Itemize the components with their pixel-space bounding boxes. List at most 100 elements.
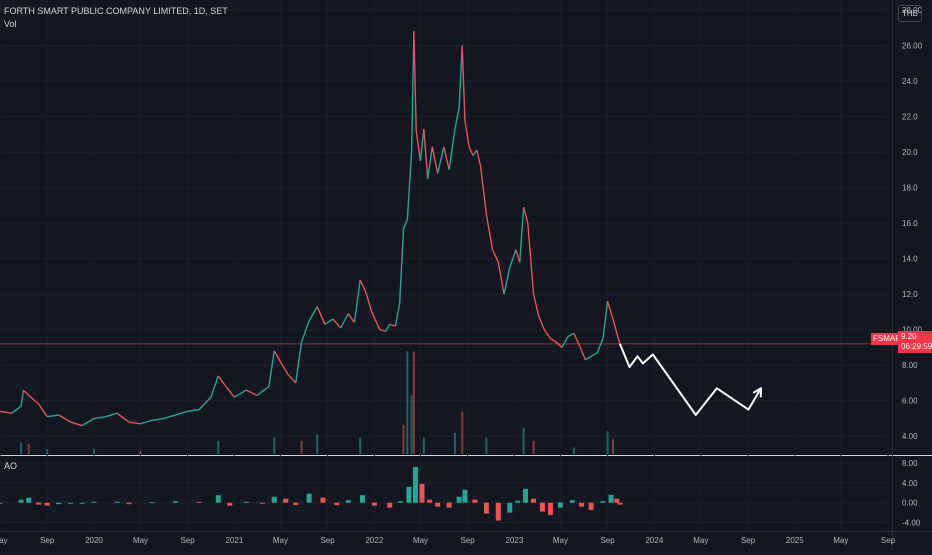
- price-segment: [11, 405, 22, 414]
- time-tick-label: Sep: [320, 536, 335, 545]
- ao-bar: [547, 502, 553, 516]
- price-tick-label: 26.00: [902, 42, 923, 51]
- volume-bar: [453, 432, 456, 454]
- ao-tick-label: -4.00: [902, 519, 921, 528]
- ao-bar: [56, 502, 62, 505]
- projection-layer: [618, 343, 763, 416]
- ao-bar: [271, 496, 277, 503]
- price-segment: [210, 375, 219, 398]
- volume-bar: [273, 437, 276, 454]
- price-tick-label: 22.0: [902, 113, 918, 122]
- volume-bar: [46, 449, 49, 454]
- price-segment: [509, 249, 517, 268]
- price-segment: [365, 292, 373, 313]
- price-segment: [406, 152, 413, 220]
- ao-bar: [495, 502, 501, 521]
- ao-bar: [427, 499, 433, 503]
- time-tick-label: 2020: [85, 536, 103, 545]
- ao-bar: [126, 502, 132, 505]
- time-tick-label: May: [273, 536, 288, 545]
- price-segment: [0, 410, 12, 414]
- ao-bar: [588, 502, 594, 511]
- currency-button[interactable]: THB: [898, 5, 922, 22]
- price-segment: [234, 389, 247, 398]
- time-tick-label: 2024: [645, 536, 663, 545]
- ao-bar: [227, 502, 233, 506]
- price-tick-label: 28.00: [902, 6, 923, 15]
- volume-bar: [300, 440, 303, 454]
- price-segment: [47, 414, 59, 418]
- price-segment: [419, 128, 425, 162]
- price-segment: [245, 389, 258, 397]
- volume-bar: [606, 431, 609, 454]
- price-tick-label: 10.00: [902, 326, 923, 335]
- time-tick-label: May: [553, 536, 568, 545]
- ao-bar: [515, 500, 521, 503]
- volume-label: Vol: [4, 19, 17, 29]
- price-segment: [20, 389, 25, 407]
- ao-bar: [397, 501, 403, 503]
- ao-bar: [0, 502, 3, 504]
- price-segment: [93, 416, 106, 420]
- volume-bar: [406, 351, 409, 454]
- price-segment: [479, 166, 488, 215]
- ao-bar: [406, 486, 412, 503]
- volume-bar: [20, 442, 23, 454]
- price-segment: [522, 206, 529, 224]
- price-segment: [578, 345, 587, 361]
- bar-countdown: 06:29:59: [901, 342, 932, 351]
- price-segment: [543, 329, 552, 339]
- time-tick-label: Sep: [881, 536, 896, 545]
- time-tick-label: Sep: [741, 536, 756, 545]
- ao-bar: [68, 502, 74, 504]
- price-segment: [379, 329, 386, 333]
- ao-bar: [114, 501, 120, 503]
- price-segment: [464, 120, 470, 147]
- price-segment: [163, 414, 176, 420]
- ao-bar: [345, 500, 351, 503]
- price-segment: [584, 355, 592, 361]
- volume-bar: [217, 440, 220, 454]
- price-segment: [527, 223, 535, 295]
- volume-bar: [522, 427, 525, 454]
- price-segment: [38, 403, 48, 418]
- ao-bar: [293, 502, 299, 506]
- price-segment: [308, 306, 318, 322]
- volume-bar: [611, 439, 614, 454]
- price-segment: [423, 128, 429, 179]
- ao-bar: [435, 502, 441, 507]
- price-segment: [70, 421, 83, 427]
- price-segment: [567, 332, 575, 338]
- price-segment: [402, 219, 409, 229]
- ao-bar: [617, 502, 623, 505]
- price-segment: [497, 262, 505, 295]
- price-segment: [413, 31, 417, 131]
- ao-bar: [334, 502, 340, 506]
- time-tick-label: Sep: [460, 536, 475, 545]
- time-tick-label: May: [133, 536, 148, 545]
- price-segment: [22, 389, 32, 398]
- ao-bar: [557, 502, 563, 508]
- volume-bar: [92, 449, 95, 454]
- ao-bar: [243, 501, 249, 503]
- price-segment: [279, 361, 289, 375]
- price-segment: [58, 414, 71, 423]
- price-segment: [503, 267, 511, 295]
- ao-bar: [483, 502, 489, 514]
- price-segment: [410, 31, 415, 153]
- price-segment: [152, 417, 164, 421]
- volume-bar: [461, 411, 464, 454]
- ao-bar: [507, 502, 513, 513]
- price-segment: [537, 315, 545, 330]
- ao-bar: [600, 501, 606, 503]
- price-segment: [398, 228, 405, 304]
- ao-bar: [306, 493, 312, 503]
- price-segment: [394, 302, 401, 327]
- volume-bar: [139, 450, 142, 454]
- projection-arrowhead: [752, 387, 763, 398]
- time-tick-label: May: [413, 536, 428, 545]
- volume-bar: [412, 351, 415, 454]
- price-segment: [458, 45, 463, 108]
